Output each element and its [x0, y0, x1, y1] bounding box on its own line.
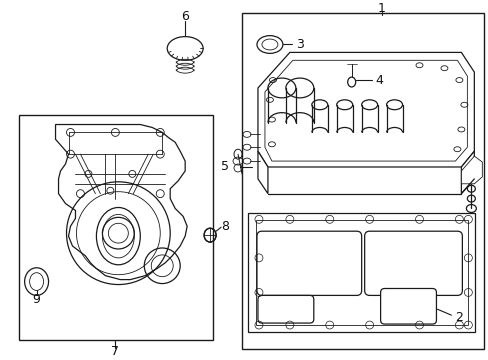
Text: 6: 6: [181, 10, 189, 23]
Text: 8: 8: [221, 220, 228, 233]
FancyBboxPatch shape: [364, 231, 462, 296]
FancyBboxPatch shape: [256, 231, 361, 296]
FancyBboxPatch shape: [380, 288, 436, 324]
Bar: [242, 13, 483, 349]
Polygon shape: [258, 151, 267, 194]
Text: 4: 4: [375, 73, 383, 86]
Polygon shape: [247, 213, 474, 332]
Bar: [19, 114, 213, 340]
Polygon shape: [56, 125, 187, 280]
Text: 2: 2: [454, 311, 462, 324]
Text: 5: 5: [221, 161, 228, 174]
FancyBboxPatch shape: [258, 296, 313, 323]
Polygon shape: [461, 151, 473, 194]
Polygon shape: [258, 53, 473, 167]
Text: 1: 1: [377, 3, 385, 15]
Text: 9: 9: [33, 293, 41, 306]
Text: 7: 7: [111, 345, 119, 358]
Polygon shape: [461, 156, 481, 184]
Text: 3: 3: [295, 38, 303, 51]
